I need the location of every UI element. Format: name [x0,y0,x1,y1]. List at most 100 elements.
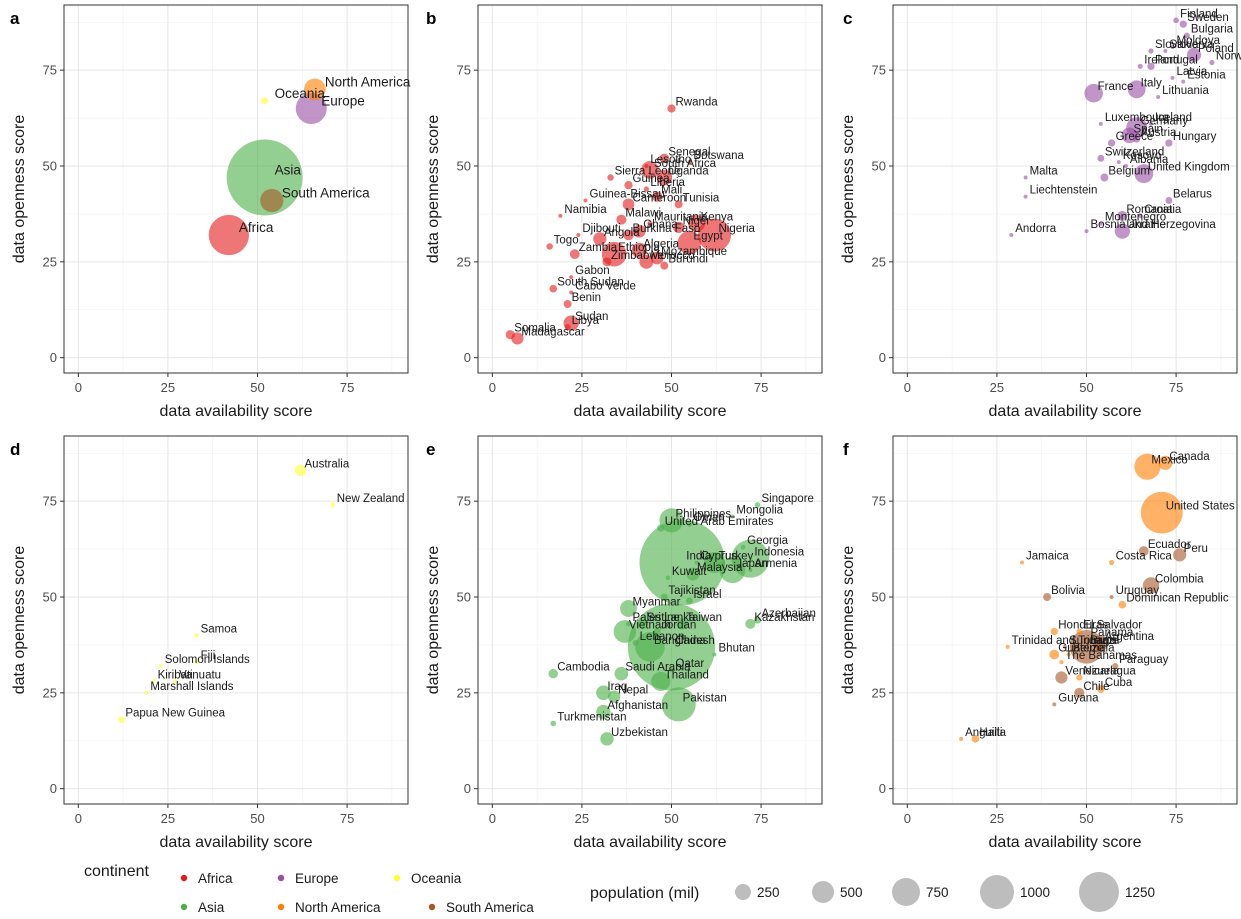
point-label: Uganda [668,166,709,178]
data-point [660,593,668,601]
legend-title-population: population (mil) [590,885,699,902]
data-point [667,104,676,113]
legend-key [180,874,188,882]
point-label: Togo [554,235,579,247]
point-label: Namibia [564,204,607,216]
data-point [651,671,671,691]
point-label: Austria [1141,127,1177,139]
data-point [602,257,612,267]
point-label: Oceania [275,86,326,101]
y-tick-label: 25 [43,254,57,269]
point-label: Cuba [1105,677,1133,689]
data-point [959,736,964,741]
data-point [659,153,670,164]
point-label: Philippines [676,508,732,520]
y-tick-label: 50 [43,590,57,605]
size-legend-label: 500 [840,885,863,900]
point-label: Burundi [668,254,708,266]
legend-label: Europe [295,871,339,886]
data-point [1084,636,1089,642]
point-label: Sierra Leone [615,166,681,178]
point-label: Bangladesh [654,635,715,647]
data-point [1173,548,1187,562]
data-point [1134,453,1161,480]
point-label: Lebanon [640,631,685,643]
y-tick-label: 25 [43,685,57,700]
point-label: Bhutan [719,643,755,655]
point-label: Jordan [661,620,696,632]
data-point [117,716,125,724]
point-label: Costa Rica [1116,551,1173,563]
data-point [226,139,303,216]
data-point [647,220,653,227]
data-point [687,160,692,165]
point-label: Djibouti [582,223,620,235]
y-tick-label: 75 [872,494,886,509]
x-tick-label: 75 [754,380,768,395]
data-point [650,251,664,265]
data-point [1098,221,1103,226]
point-label: Turkey [719,551,754,563]
point-label: Georgia [747,535,789,547]
data-point [548,668,558,679]
point-label: Kosovo [1123,150,1161,162]
point-label: Japan [736,558,767,570]
point-label: Bosnia and Herzegovina [1091,219,1217,231]
data-point [697,218,732,252]
size-legend-key [812,881,834,903]
point-label: El Salvador [1083,620,1142,632]
point-label: Papua New Guinea [125,708,225,720]
point-label: Cameroon [633,192,687,204]
point-label: United Kingdom [1148,162,1230,174]
panel-f: 0 25 50 75 0 25 50 75 data availability score dat… [840,435,1238,851]
x-tick-label: 50 [250,380,264,395]
point-label: Lithuania [1162,85,1209,97]
x-tick-label: 75 [1169,380,1183,395]
data-point [754,502,761,508]
point-label: Luxembourg [1105,112,1169,124]
point-label: Fiji [201,650,216,662]
population-legend: population (mil) 250 500 750 1000 1250 [590,872,1155,912]
x-tick-label: 50 [664,811,678,826]
point-label: Solomon Islands [165,654,250,666]
point-label: South Sudan [557,277,624,289]
point-label: France [1098,81,1134,93]
data-point [596,685,611,701]
point-label: Angola [604,227,640,239]
y-tick-label: 75 [43,63,57,78]
data-point [657,524,665,532]
plot-background [893,5,1237,373]
panel-letter: d [10,440,20,459]
data-point [1134,164,1154,184]
point-label: Anguilla [965,727,1007,739]
panel-letter: b [426,9,436,28]
data-point [1127,80,1146,99]
data-point [674,200,683,209]
legend-label: North America [295,900,381,915]
data-point [1158,455,1173,470]
point-label: Jamaica [1026,551,1069,563]
data-point [1156,95,1161,99]
data-point [632,639,639,647]
panel-border [63,4,409,374]
panel-letter: c [843,9,852,28]
point-label: Guinea [633,173,671,185]
data-point [1052,702,1057,707]
data-point [1179,20,1187,28]
x-tick-label: 50 [1079,380,1093,395]
point-label: Vanuatu [179,669,221,681]
y-axis-title: data openness score [11,115,28,264]
point-label: Vietnam [629,620,671,632]
data-point [1084,229,1089,234]
data-point [1186,47,1202,62]
point-label: Sudan [575,311,608,323]
point-label: Singapore [762,493,814,505]
data-point [596,704,611,720]
size-legend-label: 1250 [1125,885,1155,900]
data-point [686,521,692,527]
data-point [261,97,269,105]
data-point [639,254,654,269]
panel-d: 0 25 50 75 0 25 50 75 data availability score dat… [10,435,409,851]
point-label: Marshall Islands [150,681,233,693]
x-tick-label: 0 [489,811,496,826]
